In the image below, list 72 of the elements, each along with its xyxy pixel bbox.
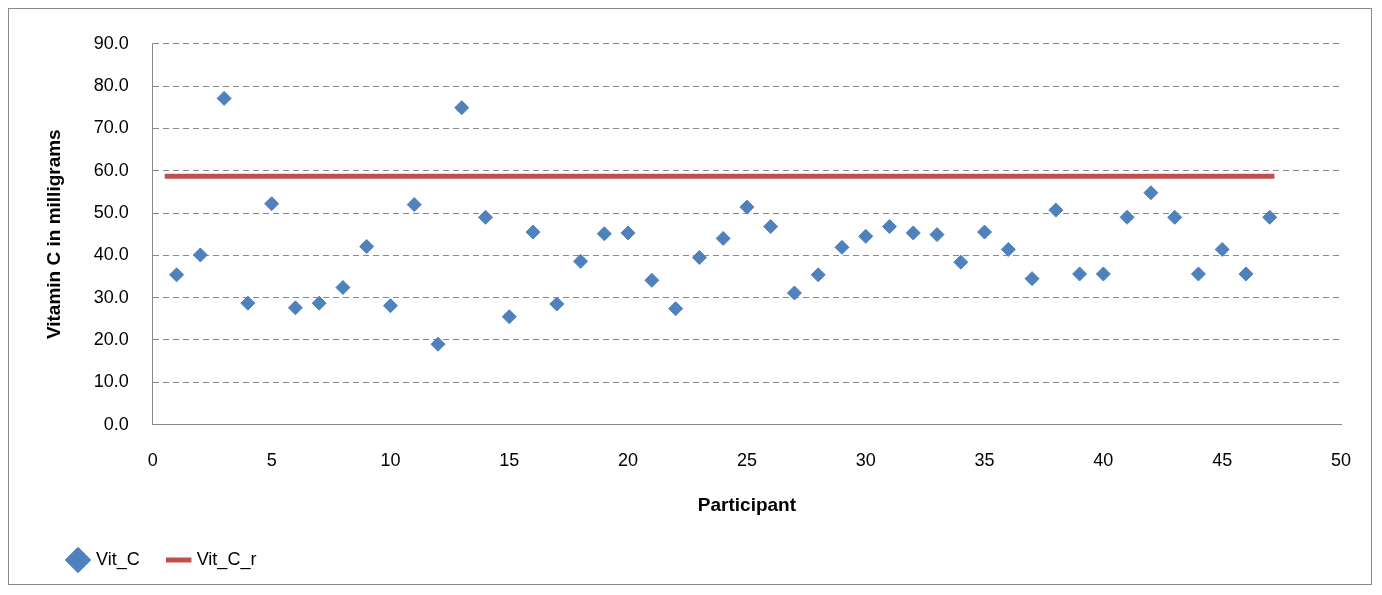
point (1190, 266, 1206, 282)
x-tick-label: 10 (380, 450, 401, 471)
y-tick-label: 20.0 (93, 328, 129, 349)
point (977, 224, 993, 240)
point (1238, 266, 1254, 282)
point (335, 280, 351, 296)
point (1119, 209, 1135, 225)
x-tick-label: 20 (618, 450, 639, 471)
point (668, 301, 684, 317)
point (311, 295, 327, 311)
x-tick-label: 5 (266, 450, 277, 471)
point (763, 219, 779, 235)
y-tick-label: 60.0 (93, 159, 129, 180)
point (406, 197, 422, 213)
point (834, 239, 850, 255)
y-axis-title: Vitamin C in milligrams (42, 129, 64, 340)
x-tick-label: 25 (736, 450, 757, 471)
y-tick-label: 70.0 (93, 117, 129, 138)
point (287, 300, 303, 316)
legend-label: Vit_C_r (196, 548, 257, 570)
point (1048, 202, 1064, 218)
x-tick-label: 35 (974, 450, 995, 471)
legend-label: Vit_C (96, 548, 140, 570)
point (691, 249, 707, 265)
point (382, 298, 398, 314)
y-tick-label: 0.0 (103, 413, 129, 434)
y-tick-label: 50.0 (93, 202, 129, 223)
point (1072, 266, 1088, 282)
x-axis-title: Participant (697, 493, 797, 515)
point (858, 228, 874, 244)
point (549, 296, 565, 312)
y-tick-label: 90.0 (93, 32, 129, 53)
point (359, 238, 375, 254)
y-tick-label: 10.0 (93, 371, 129, 392)
point (739, 199, 755, 215)
x-tick-label: 0 (147, 450, 158, 471)
x-tick-label: 50 (1330, 450, 1352, 471)
point (454, 100, 470, 116)
y-tick-label: 30.0 (93, 286, 129, 307)
point (573, 253, 589, 269)
point (501, 309, 517, 325)
point (1024, 271, 1040, 287)
point (786, 285, 802, 301)
y-tick-label: 80.0 (93, 75, 129, 96)
point (430, 336, 446, 352)
y-tick-label: 40.0 (93, 244, 129, 265)
point (525, 224, 541, 240)
point (1262, 209, 1278, 225)
point (596, 226, 612, 242)
point (953, 254, 969, 270)
point (810, 267, 826, 283)
point (240, 295, 256, 311)
x-tick-label: 15 (499, 450, 520, 471)
point (478, 209, 494, 225)
point (620, 225, 636, 241)
point (929, 227, 945, 243)
point (264, 196, 280, 212)
point (169, 267, 185, 283)
point (1167, 209, 1183, 225)
x-tick-label: 45 (1212, 450, 1233, 471)
x-tick-label: 30 (855, 450, 876, 471)
point (216, 90, 232, 106)
point (882, 219, 897, 235)
point (905, 225, 921, 241)
point (192, 247, 208, 263)
point (1000, 241, 1016, 257)
point (1143, 185, 1159, 201)
point (1095, 266, 1111, 282)
point (1214, 241, 1230, 257)
point (644, 272, 660, 288)
x-tick-label: 40 (1093, 450, 1114, 471)
point (715, 230, 731, 246)
